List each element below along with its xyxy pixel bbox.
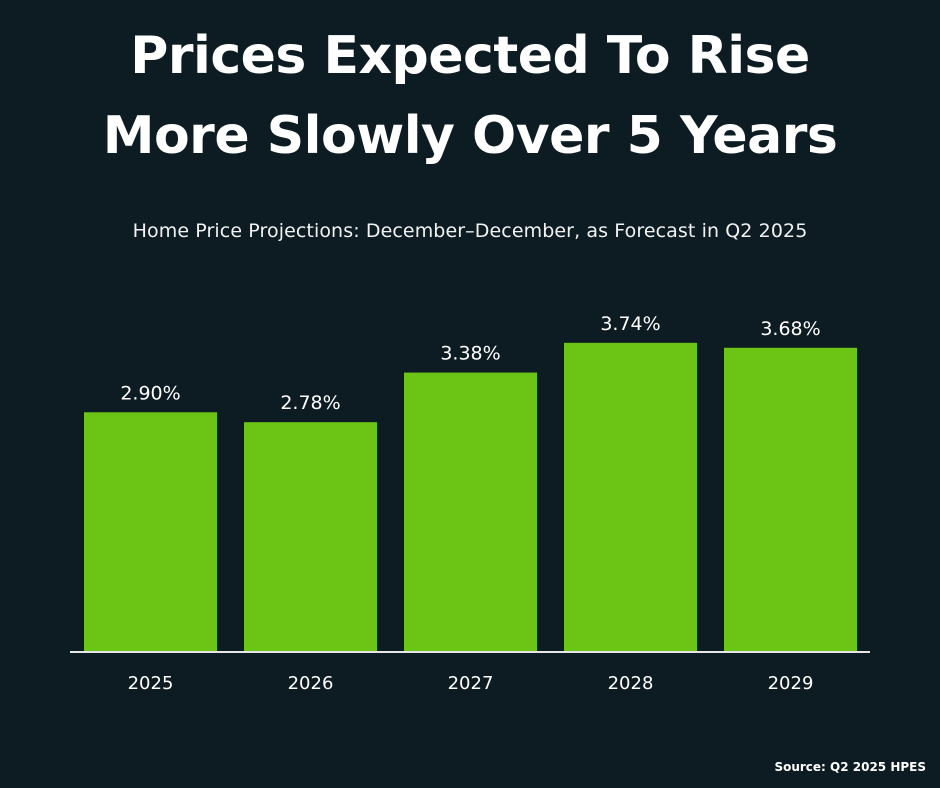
x-tick-label-2025: 2025 (128, 673, 174, 694)
x-tick-label-2028: 2028 (608, 673, 654, 694)
data-label-2029: 3.68% (760, 318, 820, 340)
bar-2025 (84, 412, 217, 652)
chart-subtitle: Home Price Projections: December–Decembe… (132, 220, 808, 242)
bar-2028 (564, 342, 697, 652)
x-tick-label-2029: 2029 (768, 673, 814, 694)
data-label-2026: 2.78% (280, 392, 340, 414)
data-label-2028: 3.74% (600, 313, 660, 335)
source-note: Source: Q2 2025 HPES (774, 760, 926, 774)
data-label-2027: 3.38% (440, 343, 500, 365)
bar-2029 (724, 347, 857, 652)
bar-2027 (404, 372, 537, 652)
x-tick-label-2027: 2027 (448, 673, 494, 694)
data-label-2025: 2.90% (120, 382, 180, 404)
chart-title-line-1: Prices Expected To Rise (130, 26, 810, 86)
bar-2026 (244, 422, 377, 652)
chart-title-line-2: More Slowly Over 5 Years (102, 106, 838, 166)
x-tick-label-2026: 2026 (288, 673, 334, 694)
